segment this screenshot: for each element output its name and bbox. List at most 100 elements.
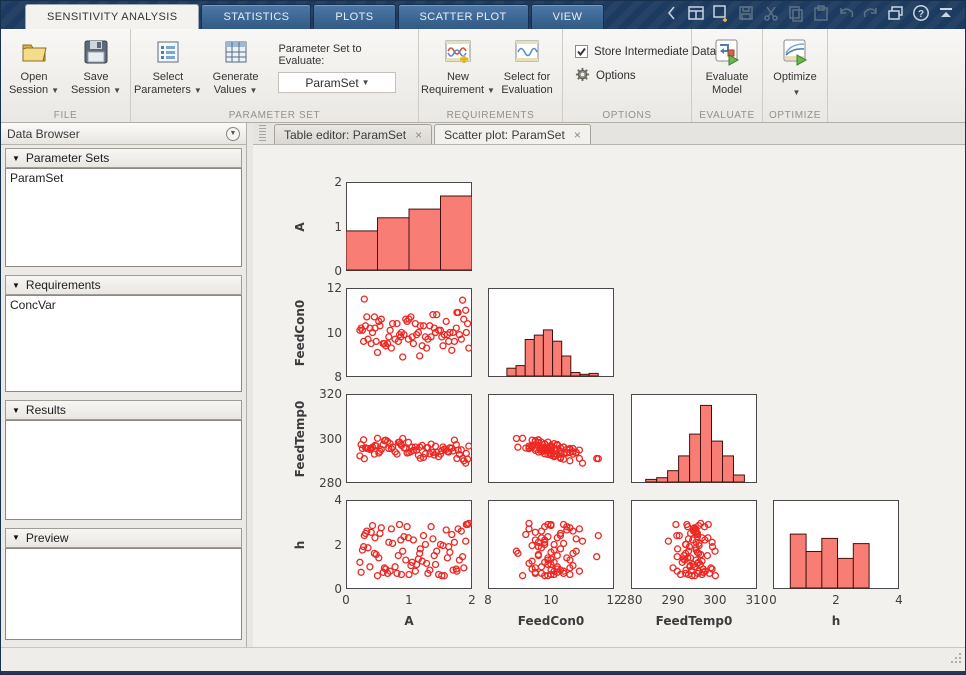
ribbon-group-evaluate: Evaluate Model EVALUATE (692, 29, 763, 122)
section-list-parameter-sets[interactable]: ParamSet (5, 168, 242, 268)
windows-icon[interactable] (887, 4, 905, 22)
panel-splitter[interactable] (247, 123, 253, 647)
y-tick-label: 0 (334, 264, 342, 278)
dropdown-arrow-icon: ▼ (249, 86, 258, 95)
collapse-ribbon-icon[interactable] (937, 4, 955, 22)
select-parameters-button[interactable]: Select Parameters ▼ (133, 29, 203, 97)
ribbon-group-optimize: Optimize ▼ OPTIMIZE (763, 29, 828, 122)
options-button[interactable]: Options (575, 67, 716, 85)
x-tick-label: 2 (468, 593, 476, 607)
dropdown-arrow-icon: ▼ (792, 88, 801, 97)
x-tick-label: 0 (342, 593, 350, 607)
group-label-options: OPTIONS (602, 110, 652, 121)
parameter-set-to-evaluate-field: Parameter Set to Evaluate: ParamSet ▼ (268, 29, 416, 93)
x-tick-label: 0 (769, 593, 777, 607)
parameter-set-dropdown[interactable]: ParamSet ▼ (278, 72, 397, 93)
scatter-panel-FeedTemp0-vs-FeedCon0[interactable] (488, 394, 614, 483)
store-intermediate-data-checkbox-row[interactable]: Store Intermediate Data (575, 45, 716, 58)
ribbon-tab-plots[interactable]: PLOTS (313, 4, 396, 29)
section-header-results[interactable]: ▼ Results (5, 400, 242, 421)
section-label: Results (25, 403, 66, 418)
save-icon (737, 4, 755, 22)
ribbon-group-requirements: New Requirement ▼ Select for Evaluation R… (419, 29, 563, 122)
histogram-panel-A-vs-A[interactable] (346, 182, 472, 271)
x-axis-label-A: A (404, 614, 414, 628)
generate-values-button[interactable]: Generate Values ▼ (203, 29, 269, 97)
document-tab-active[interactable]: Scatter plot: ParamSet × (434, 124, 591, 144)
new-requirement-button[interactable]: New Requirement ▼ (421, 29, 495, 97)
scatter-plot-document: 2 1 0 A 12 10 8 FeedCon0 320 300 280 FeedTemp0 4 2 0 h 0… (253, 145, 965, 647)
scatter-panel-h-vs-A[interactable] (346, 500, 472, 589)
y-axis-label-A: A (293, 221, 307, 232)
x-tick-label: 1 (405, 593, 413, 607)
collapse-triangle-icon: ▼ (12, 533, 20, 543)
save-icon (82, 36, 110, 68)
y-tick-label: 0 (334, 582, 342, 596)
doc-tabstrip-grip[interactable] (259, 125, 266, 141)
data-browser-sections: ▼ Parameter Sets ParamSet ▼ Requirements Conc… (1, 145, 246, 647)
x-tick-label: 300 (703, 593, 727, 607)
list-item[interactable]: ParamSet (10, 171, 64, 185)
redo-icon (862, 4, 880, 22)
cut-icon (762, 4, 780, 22)
histogram-panel-h-vs-h[interactable] (773, 500, 899, 589)
section-label: Requirements (25, 278, 101, 293)
ribbon-group-parameter-set: Select Parameters ▼ Generate Values ▼ Para… (131, 29, 419, 122)
section-label: Parameter Sets (25, 151, 110, 165)
y-tick-label: 2 (334, 175, 342, 189)
section-header-requirements[interactable]: ▼ Requirements (5, 275, 242, 296)
x-tick-label: 310 (745, 593, 769, 607)
section-list-results[interactable] (5, 420, 242, 520)
ribbon-tab-view[interactable]: VIEW (530, 4, 605, 29)
save-session-button[interactable]: Save Session ▼ (65, 29, 127, 97)
optimize-icon (780, 36, 810, 68)
checkbox-checked-icon[interactable] (575, 45, 588, 58)
options-label: Options (596, 70, 636, 82)
list-item[interactable]: ConcVar (10, 298, 56, 313)
ribbon-tab-statistics[interactable]: STATISTICS (201, 4, 312, 29)
x-tick-label: 280 (619, 593, 643, 607)
histogram-panel-FeedCon0-vs-FeedCon0[interactable] (488, 288, 614, 377)
layout-grid-icon[interactable] (687, 4, 705, 22)
ribbon: Open Session ▼ Save Session ▼ FILE Select … (1, 29, 965, 123)
parameter-set-to-evaluate-label: Parameter Set to Evaluate: (278, 43, 362, 67)
section-header-parameter-sets[interactable]: ▼ Parameter Sets (5, 148, 242, 168)
collapse-triangle-icon: ▼ (12, 405, 20, 415)
ribbon-tab-sensitivity-analysis[interactable]: SENSITIVITY ANALYSIS (25, 4, 200, 29)
help-icon[interactable]: ? (912, 4, 930, 22)
panel-menu-icon[interactable]: ▼ (226, 126, 240, 141)
dropdown-arrow-icon: ▼ (51, 86, 60, 95)
scatter-panel-FeedTemp0-vs-A[interactable] (346, 394, 472, 483)
section-list-preview[interactable] (5, 547, 242, 640)
ribbon-group-file: Open Session ▼ Save Session ▼ FILE (1, 29, 131, 122)
chevron-left-icon[interactable] (662, 4, 680, 22)
y-tick-label: 1 (334, 220, 342, 234)
dropdown-arrow-icon: ▼ (193, 86, 202, 95)
resize-grip-icon[interactable] (950, 651, 962, 669)
optimize-button[interactable]: Optimize ▼ (765, 29, 825, 99)
open-session-button[interactable]: Open Session ▼ (3, 29, 65, 97)
section-list-requirements[interactable]: ConcVar (5, 295, 242, 393)
x-axis-label-FeedCon0: FeedCon0 (517, 614, 585, 628)
new-figure-icon[interactable] (712, 4, 730, 22)
section-header-preview[interactable]: ▼ Preview (5, 527, 242, 548)
select-for-evaluation-button[interactable]: Select for Evaluation (495, 29, 559, 97)
scatter-panel-h-vs-FeedCon0[interactable] (488, 500, 614, 589)
x-tick-label: 4 (895, 593, 903, 607)
evaluate-model-button[interactable]: Evaluate Model (694, 29, 760, 97)
close-icon[interactable]: × (415, 127, 423, 142)
close-icon[interactable]: × (573, 127, 581, 142)
scatter-panel-h-vs-FeedTemp0[interactable] (631, 500, 757, 589)
gear-icon (575, 67, 590, 85)
document-tab-inactive[interactable]: Table editor: ParamSet × (274, 124, 433, 144)
y-axis-label-FeedCon0: FeedCon0 (293, 299, 307, 366)
document-area: Table editor: ParamSet × Scatter plot: Par… (253, 123, 965, 647)
title-bar: SENSITIVITY ANALYSIS STATISTICS PLOTS SCATT… (1, 1, 965, 29)
group-label-file: FILE (53, 110, 78, 121)
histogram-panel-FeedTemp0-vs-FeedTemp0[interactable] (631, 394, 757, 483)
new-requirement-label-1: New (446, 71, 469, 83)
store-intermediate-data-label: Store Intermediate Data (594, 45, 717, 58)
svg-text:?: ? (918, 9, 924, 20)
ribbon-tab-scatter-plot[interactable]: SCATTER PLOT (397, 4, 529, 29)
scatter-panel-FeedCon0-vs-A[interactable] (346, 288, 472, 377)
